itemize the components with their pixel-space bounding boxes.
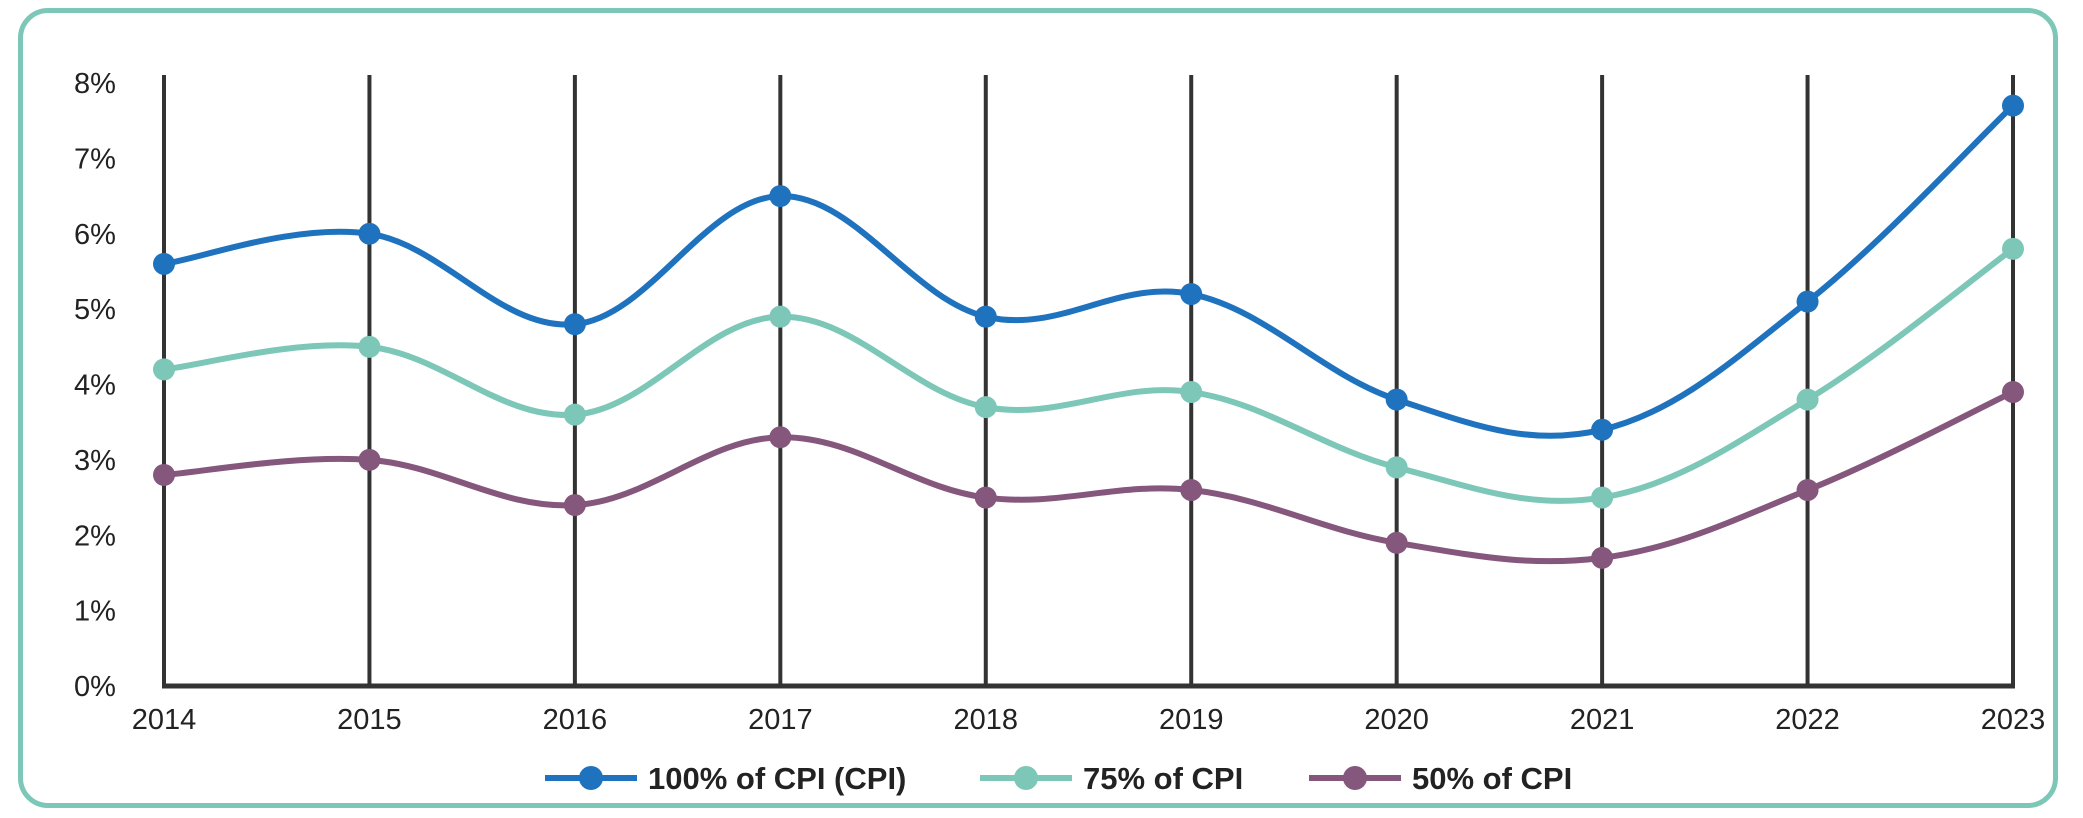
y-tick-label: 8%	[74, 68, 116, 100]
data-point	[1796, 290, 1819, 313]
data-point	[1591, 546, 1614, 569]
data-point	[153, 358, 175, 381]
series-3	[153, 381, 2024, 569]
data-point	[1180, 381, 1203, 404]
data-point	[1796, 388, 1819, 411]
data-point	[2002, 237, 2024, 260]
x-tick-label: 2023	[1981, 704, 2046, 736]
data-point	[974, 396, 997, 419]
legend-marker	[579, 766, 603, 790]
x-tick-label: 2015	[337, 704, 402, 736]
series-2	[153, 237, 2024, 509]
data-point	[358, 222, 381, 245]
data-point	[1385, 456, 1408, 479]
legend-item-2[interactable]: 75% of CPI	[980, 761, 1243, 796]
legend-label: 50% of CPI	[1412, 761, 1572, 796]
y-tick-label: 1%	[74, 596, 116, 628]
data-point	[1796, 479, 1819, 502]
y-tick-label: 2%	[74, 520, 116, 552]
x-axis-ticks: 2014 2015 2016 2017 2018 2019 2020 2021 2022 2023	[132, 704, 2046, 736]
y-tick-label: 4%	[74, 370, 116, 402]
data-point	[563, 403, 586, 426]
data-point	[1385, 531, 1408, 554]
data-point	[1591, 418, 1614, 441]
x-tick-label: 2016	[543, 704, 608, 736]
x-tick-label: 2014	[132, 704, 197, 736]
series	[153, 94, 2024, 569]
data-point	[153, 252, 175, 275]
data-point	[358, 335, 381, 358]
data-point	[153, 463, 175, 486]
legend-marker	[1014, 766, 1038, 790]
data-point	[769, 185, 792, 208]
x-tick-label: 2022	[1775, 704, 1840, 736]
data-point	[563, 313, 586, 336]
series-line	[161, 389, 2016, 565]
data-point	[974, 486, 997, 509]
x-tick-label: 2020	[1364, 704, 1429, 736]
x-tick-label: 2021	[1570, 704, 1635, 736]
x-tick-label: 2018	[954, 704, 1019, 736]
legend-label: 100% of CPI (CPI)	[648, 761, 906, 796]
data-point	[2002, 381, 2024, 404]
y-tick-label: 5%	[74, 294, 116, 326]
y-tick-label: 7%	[74, 143, 116, 175]
y-tick-label: 0%	[74, 671, 116, 703]
x-tick-label: 2019	[1159, 704, 1224, 736]
legend-marker	[1343, 766, 1367, 790]
x-tick-label: 2017	[748, 704, 813, 736]
data-point	[1180, 283, 1203, 306]
data-point	[1385, 388, 1408, 411]
y-tick-label: 6%	[74, 219, 116, 251]
data-point	[1591, 486, 1614, 509]
legend[interactable]: 100% of CPI (CPI) 75% of CPI 50% of CPI	[545, 761, 1572, 796]
legend-item-1[interactable]: 100% of CPI (CPI)	[545, 761, 906, 796]
legend-label: 75% of CPI	[1083, 761, 1243, 796]
grid-lines	[162, 75, 2015, 686]
legend-item-3[interactable]: 50% of CPI	[1309, 761, 1572, 796]
data-point	[358, 448, 381, 471]
data-point	[769, 305, 792, 328]
data-point	[563, 494, 586, 517]
series-line	[161, 245, 2016, 504]
data-point	[769, 426, 792, 449]
data-point	[1180, 479, 1203, 502]
series-line	[161, 102, 2016, 439]
data-point	[2002, 94, 2024, 117]
y-tick-label: 3%	[74, 445, 116, 477]
y-axis-ticks: 0% 1% 2% 3% 4% 5% 6% 7% 8%	[74, 68, 116, 703]
data-point	[974, 305, 997, 328]
series-1	[153, 94, 2024, 441]
